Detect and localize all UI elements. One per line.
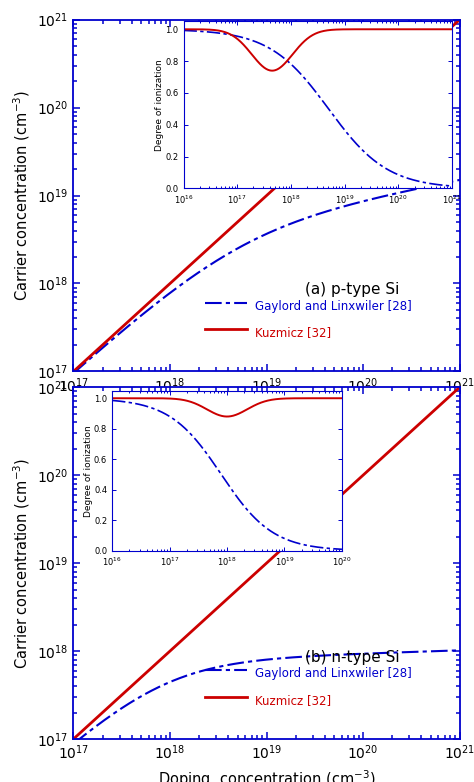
Text: Kuzmicz [32]: Kuzmicz [32] <box>255 694 331 707</box>
Text: (a) p-type Si: (a) p-type Si <box>305 282 400 297</box>
Text: Kuzmicz [32]: Kuzmicz [32] <box>255 326 331 339</box>
Text: Gaylord and Linxwiler [28]: Gaylord and Linxwiler [28] <box>255 300 412 313</box>
Y-axis label: Carrier concentration (cm$^{-3}$): Carrier concentration (cm$^{-3}$) <box>11 457 32 669</box>
Text: Gaylord and Linxwiler [28]: Gaylord and Linxwiler [28] <box>255 667 412 680</box>
Text: (b) n-type Si: (b) n-type Si <box>305 650 400 665</box>
Y-axis label: Carrier concentration (cm$^{-3}$): Carrier concentration (cm$^{-3}$) <box>11 90 32 301</box>
X-axis label: Doping  concentration (cm$^{-3}$): Doping concentration (cm$^{-3}$) <box>158 768 375 782</box>
X-axis label: Doping  concentration (cm$^{-3}$): Doping concentration (cm$^{-3}$) <box>158 400 375 422</box>
